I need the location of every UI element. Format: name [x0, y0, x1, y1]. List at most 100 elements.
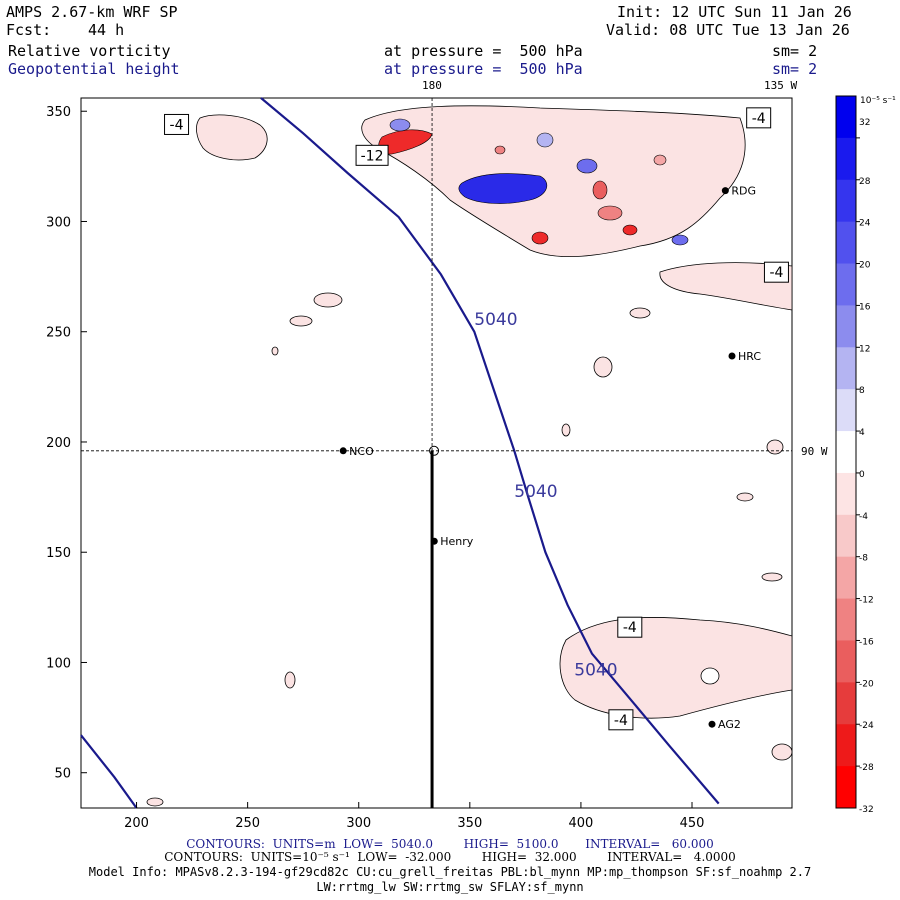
- station-label: HRC: [738, 350, 761, 363]
- colorbar-swatch: [836, 305, 856, 348]
- vort-blob-8: [761, 572, 783, 582]
- model-physics: LW:rrtmg_lw SW:rrtmg_sw SFLAY:sf_mynn: [316, 880, 584, 894]
- vort-core-5: [536, 132, 554, 148]
- vort-blob-9: [771, 743, 793, 761]
- station-marker: [430, 537, 438, 545]
- colorbar-swatch: [836, 472, 856, 516]
- y-tick-label: 100: [46, 656, 71, 671]
- colorbar-swatch: [836, 766, 856, 809]
- station-label: NCO: [349, 445, 374, 458]
- vorticity-label-box: [746, 107, 772, 129]
- colorbar-tick-label: 0: [859, 470, 865, 480]
- vort-negative-patch-nw: [196, 114, 268, 161]
- height-contour-5040: [260, 97, 720, 805]
- field1-level: at pressure = 500 hPa: [384, 42, 583, 60]
- colorbar-tick-label: -24: [859, 721, 874, 731]
- vorticity-contour-info: CONTOURS: UNITS=10⁻⁵ s⁻¹ LOW= -32.000 HI…: [164, 850, 736, 864]
- field2-smoothing: sm= 2: [772, 60, 818, 78]
- colorbar-tick-label: -32: [859, 805, 874, 815]
- x-tick-label: 350: [457, 816, 482, 831]
- vort-blob-2: [289, 315, 313, 327]
- vorticity-label: -4: [614, 713, 628, 729]
- colorbar-frame: [835, 95, 857, 809]
- y-tick-label: 200: [46, 436, 71, 451]
- vort-blob-4: [766, 439, 784, 455]
- vorticity-label: -4: [769, 265, 783, 281]
- crosshair-layer: [81, 98, 792, 808]
- vort-blob-5: [561, 423, 571, 437]
- vort-core-6: [389, 118, 411, 132]
- colorbar-unit-label: 10⁻⁵ s⁻¹: [860, 96, 896, 106]
- vorticity-label-box: [608, 709, 634, 731]
- vort-active-region: [361, 105, 746, 258]
- colorbar-swatch: [836, 263, 856, 306]
- colorbar-swatch: [836, 179, 856, 223]
- model-title: AMPS 2.67-km WRF SP: [6, 3, 178, 21]
- height-contour-5040-sw: [80, 734, 138, 809]
- forecast-label: Fcst:: [6, 21, 52, 39]
- height-contour-info: CONTOURS: UNITS=m LOW= 5040.0 HIGH= 5100…: [186, 837, 714, 851]
- colorbar-tick-label: -4: [859, 512, 868, 522]
- x-tick-label: 300: [346, 816, 371, 831]
- vort-strong-positive-1: [458, 173, 548, 204]
- valid-time: Valid: 08 UTC Tue 13 Jan 26: [606, 21, 850, 39]
- vort-core-3: [597, 205, 623, 221]
- vort-blob-11: [629, 307, 651, 319]
- colorbar-swatch: [836, 96, 856, 139]
- vorticity-label: -4: [752, 111, 766, 127]
- station-marker: [339, 447, 347, 455]
- field1-name: Relative vorticity: [8, 42, 171, 60]
- south-pole-marker: [429, 445, 440, 456]
- station-label: AG2: [718, 718, 741, 731]
- x-tick-label: 250: [235, 816, 260, 831]
- x-tick-label: 200: [124, 816, 149, 831]
- vorticity-label-box: [617, 616, 643, 638]
- vorticity-field: [146, 105, 793, 807]
- colorbar-tick-label: -16: [859, 637, 874, 647]
- station-label: Henry: [440, 535, 474, 548]
- y-tick-label: 350: [46, 105, 71, 120]
- field1-smoothing: sm= 2: [772, 42, 818, 60]
- field2-level: at pressure = 500 hPa: [384, 60, 583, 78]
- colorbar-swatch: [836, 389, 856, 432]
- vorticity-label-box: [763, 261, 789, 283]
- station-layer: NCO Henry RDG HRC AG2: [339, 185, 761, 731]
- meridian-label-135w: 135 W: [764, 79, 798, 92]
- vort-blob-6: [284, 671, 296, 689]
- colorbar-tick-label: 4: [859, 428, 865, 438]
- vorticity-label: -12: [361, 148, 384, 164]
- colorbar-swatch: [836, 682, 856, 725]
- colorbar-swatch: [836, 347, 856, 390]
- height-contour-layer: 5040 5040 5040: [80, 97, 720, 809]
- station-marker: [708, 720, 716, 728]
- y-tick-label: 150: [46, 546, 71, 561]
- vort-core-10: [671, 234, 689, 246]
- vort-core-9: [494, 145, 506, 155]
- colorbar-swatch: [836, 221, 856, 265]
- colorbar-tick-label: 12: [859, 344, 870, 354]
- init-time: Init: 12 UTC Sun 11 Jan 26: [617, 3, 852, 21]
- station-label: RDG: [731, 185, 756, 198]
- colorbar-swatch: [836, 724, 856, 767]
- y-tick-label: 50: [54, 767, 71, 782]
- vort-core-1: [531, 231, 549, 245]
- colorbar-tick-label: 16: [859, 302, 871, 312]
- colorbar: 10⁻⁵ s⁻¹ 32 28 24 20 16 12 8 4 0 -4 -8 -12 -16 -20 -24 -…: [835, 95, 896, 815]
- colorbar-swatch: [836, 431, 856, 474]
- field2-name: Geopotential height: [8, 60, 180, 78]
- colorbar-tick-label: 32: [859, 118, 870, 128]
- colorbar-tick-label: 8: [859, 386, 865, 396]
- y-tick-label: 300: [46, 215, 71, 230]
- vort-core-2: [576, 158, 598, 174]
- x-tick-label: 400: [569, 816, 594, 831]
- station-marker: [728, 352, 736, 360]
- vort-core-7: [653, 154, 667, 166]
- colorbar-tick-label: -8: [859, 554, 868, 564]
- height-contour-label: 5040: [574, 661, 617, 681]
- colorbar-swatch: [836, 137, 856, 181]
- colorbar-tick-label: -20: [859, 679, 874, 689]
- colorbar-tick-label: 28: [859, 177, 871, 187]
- vorticity-label-box: [164, 113, 190, 135]
- vort-blob-13: [700, 667, 720, 685]
